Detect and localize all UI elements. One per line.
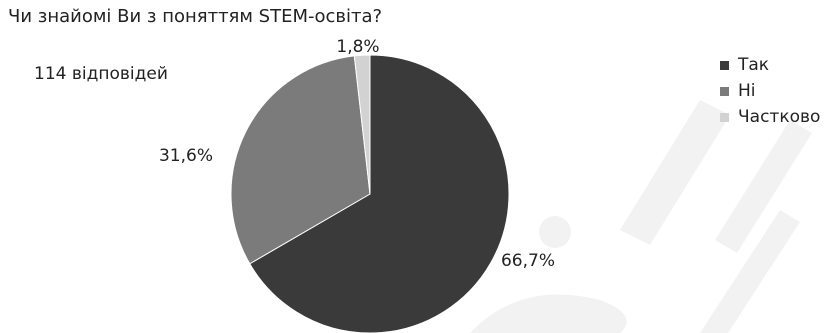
legend-label: Частково	[738, 107, 821, 127]
legend-swatch	[720, 86, 729, 96]
chart-legend: Так Ні Частково	[720, 52, 820, 130]
slice-label-3: 1,8%	[336, 37, 379, 57]
response-count: 114 відповідей	[34, 64, 168, 84]
legend-label: Так	[738, 55, 770, 75]
slice-label-2: 31,6%	[159, 146, 213, 166]
legend-item-1: Так	[720, 52, 820, 78]
pie-labels: 66,7% 31,6% 1,8%	[159, 37, 555, 271]
legend-swatch	[720, 60, 729, 70]
chart-title: Чи знайомі Ви з поняттям STEM-освіта?	[8, 6, 383, 27]
slice-label-1: 66,7%	[501, 251, 555, 271]
legend-item-3: Частково	[720, 104, 820, 130]
legend-item-2: Ні	[720, 78, 820, 104]
legend-label: Ні	[738, 81, 756, 101]
pie-slice-1	[249, 54, 510, 333]
pie-slices	[230, 54, 510, 333]
legend-swatch	[720, 112, 729, 122]
pie-slice-2	[230, 55, 371, 265]
pie-slice-3	[353, 54, 371, 195]
